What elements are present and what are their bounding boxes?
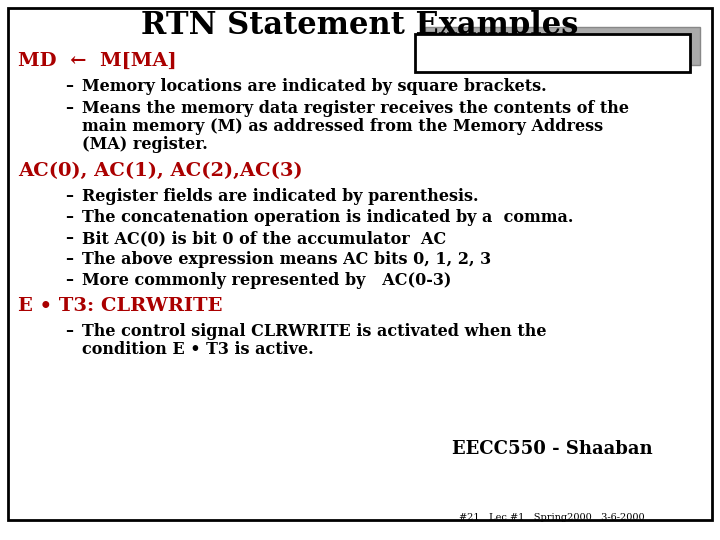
Text: EECC550 - Shaaban: EECC550 - Shaaban (451, 440, 652, 458)
Text: #21   Lec #1   Spring2000   3-6-2000: #21 Lec #1 Spring2000 3-6-2000 (459, 514, 645, 523)
Text: (MA) register.: (MA) register. (82, 136, 208, 153)
Text: RTN Statement Examples: RTN Statement Examples (141, 10, 579, 41)
Text: Register fields are indicated by parenthesis.: Register fields are indicated by parenth… (82, 188, 479, 205)
Text: MD  ←  M[MA]: MD ← M[MA] (18, 52, 176, 70)
Text: –: – (65, 251, 73, 268)
Text: Means the memory data register receives the contents of the: Means the memory data register receives … (82, 100, 629, 117)
Text: –: – (65, 272, 73, 289)
Text: Bit AC(0) is bit 0 of the accumulator  AC: Bit AC(0) is bit 0 of the accumulator AC (82, 230, 446, 247)
Text: The above expression means AC bits 0, 1, 2, 3: The above expression means AC bits 0, 1,… (82, 251, 491, 268)
Bar (415, 34, 690, 72)
Text: –: – (65, 323, 73, 340)
Text: AC(0), AC(1), AC(2),AC(3): AC(0), AC(1), AC(2),AC(3) (18, 162, 302, 180)
Text: –: – (65, 230, 73, 247)
Text: –: – (65, 188, 73, 205)
Text: E • T3: CLRWRITE: E • T3: CLRWRITE (18, 297, 222, 315)
Text: More commonly represented by   AC(0-3): More commonly represented by AC(0-3) (82, 272, 451, 289)
Text: condition E • T3 is active.: condition E • T3 is active. (82, 341, 314, 358)
Text: The concatenation operation is indicated by a  comma.: The concatenation operation is indicated… (82, 209, 573, 226)
Bar (425, 27, 700, 65)
Text: –: – (65, 78, 73, 95)
Text: –: – (65, 209, 73, 226)
Text: The control signal CLRWRITE is activated when the: The control signal CLRWRITE is activated… (82, 323, 546, 340)
Text: main memory (M) as addressed from the Memory Address: main memory (M) as addressed from the Me… (82, 118, 603, 135)
Text: Memory locations are indicated by square brackets.: Memory locations are indicated by square… (82, 78, 546, 95)
Text: –: – (65, 100, 73, 117)
